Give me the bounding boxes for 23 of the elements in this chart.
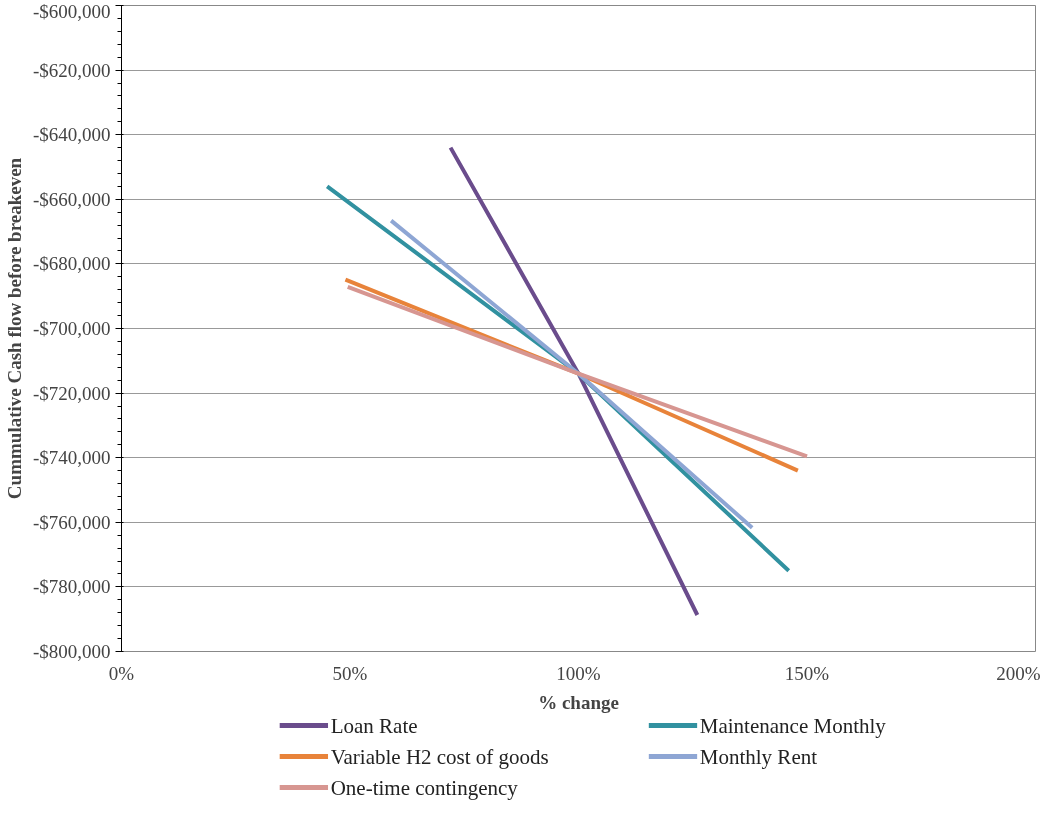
x-tick-label: 50% [332, 662, 368, 684]
legend-label: Loan Rate [330, 713, 418, 738]
y-tick-label: -$740,000 [32, 447, 111, 469]
legend-label: Variable H2 cost of goods [330, 744, 549, 769]
y-tick-label: -$720,000 [32, 382, 111, 404]
y-tick-label: -$700,000 [32, 318, 111, 339]
y-tick-label: -$760,000 [32, 511, 111, 533]
legend-label: Maintenance Monthly [699, 713, 887, 738]
x-tick-label: 200% [996, 662, 1041, 684]
y-tick-label: -$620,000 [32, 59, 111, 81]
y-tick-label: -$680,000 [32, 253, 111, 275]
y-tick-label: -$800,000 [32, 641, 111, 662]
x-axis-title: % change [538, 691, 619, 713]
legend-label: Monthly Rent [699, 744, 818, 769]
x-tick-label: 150% [784, 662, 830, 684]
x-tick-label: 0% [108, 662, 135, 684]
x-tick-label: 100% [556, 662, 601, 684]
y-tick-label: -$660,000 [32, 188, 111, 210]
y-tick-label: -$780,000 [32, 576, 111, 598]
y-axis-title: Cummulative Cash flow before breakeven [3, 157, 25, 500]
y-tick-label: -$600,000 [32, 0, 111, 22]
y-tick-label: -$640,000 [32, 124, 111, 146]
legend-label: One-time contingency [330, 775, 519, 800]
